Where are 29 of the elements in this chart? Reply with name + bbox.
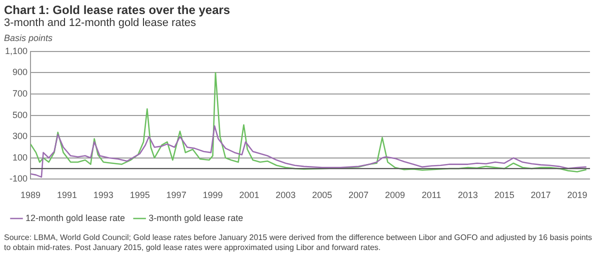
x-tick-label: 2001 xyxy=(239,190,260,200)
source-note: Source: LBMA, World Gold Council; Gold lease rates before January 2015 were derived from the difference between Libor and GOFO and adjusted by 16 basis points to obtain mid-rates. Post January 2015, gold lease rates were approximated using Libor and forward rates. xyxy=(3,233,594,253)
x-tick-label: 1999 xyxy=(202,190,223,200)
x-tick-label: 2015 xyxy=(494,190,514,200)
legend-label: 3-month gold lease rate xyxy=(148,212,244,223)
x-tick-label: 1993 xyxy=(93,190,114,200)
x-tick-label: 1991 xyxy=(56,190,77,200)
y-tick-label: 300 xyxy=(12,131,28,142)
x-tick-label: 1995 xyxy=(130,190,150,200)
chart-title: Chart 1: Gold lease rates over the years xyxy=(3,2,232,17)
y-tick-label: -100 xyxy=(10,174,28,184)
x-tick-label: 2009 xyxy=(384,190,406,200)
x-tick-label: 2013 xyxy=(458,190,478,200)
y-tick-label: 700 xyxy=(12,88,28,98)
y-tick-label: 500 xyxy=(12,110,28,120)
chart-subtitle: 3-month and 12-month gold lease rates xyxy=(3,17,198,29)
x-tick-label: 2007 xyxy=(348,190,369,200)
x-tick-label: 1989 xyxy=(20,190,41,200)
x-tick-label: 2017 xyxy=(530,190,551,200)
x-tick-label: 2003 xyxy=(276,190,296,200)
y-tick-label: 900 xyxy=(12,67,28,78)
x-tick-label: 2019 xyxy=(567,190,588,200)
x-tick-label: 2011 xyxy=(422,190,442,200)
y-tick-label: 100 xyxy=(12,152,28,162)
x-tick-label: 2005 xyxy=(312,190,332,200)
x-tick-label: 1997 xyxy=(166,190,186,200)
y-axis-title: Basis points xyxy=(3,32,54,43)
legend-label: 12-month gold lease rate xyxy=(26,212,126,223)
y-tick-label: 1,100 xyxy=(4,46,28,56)
